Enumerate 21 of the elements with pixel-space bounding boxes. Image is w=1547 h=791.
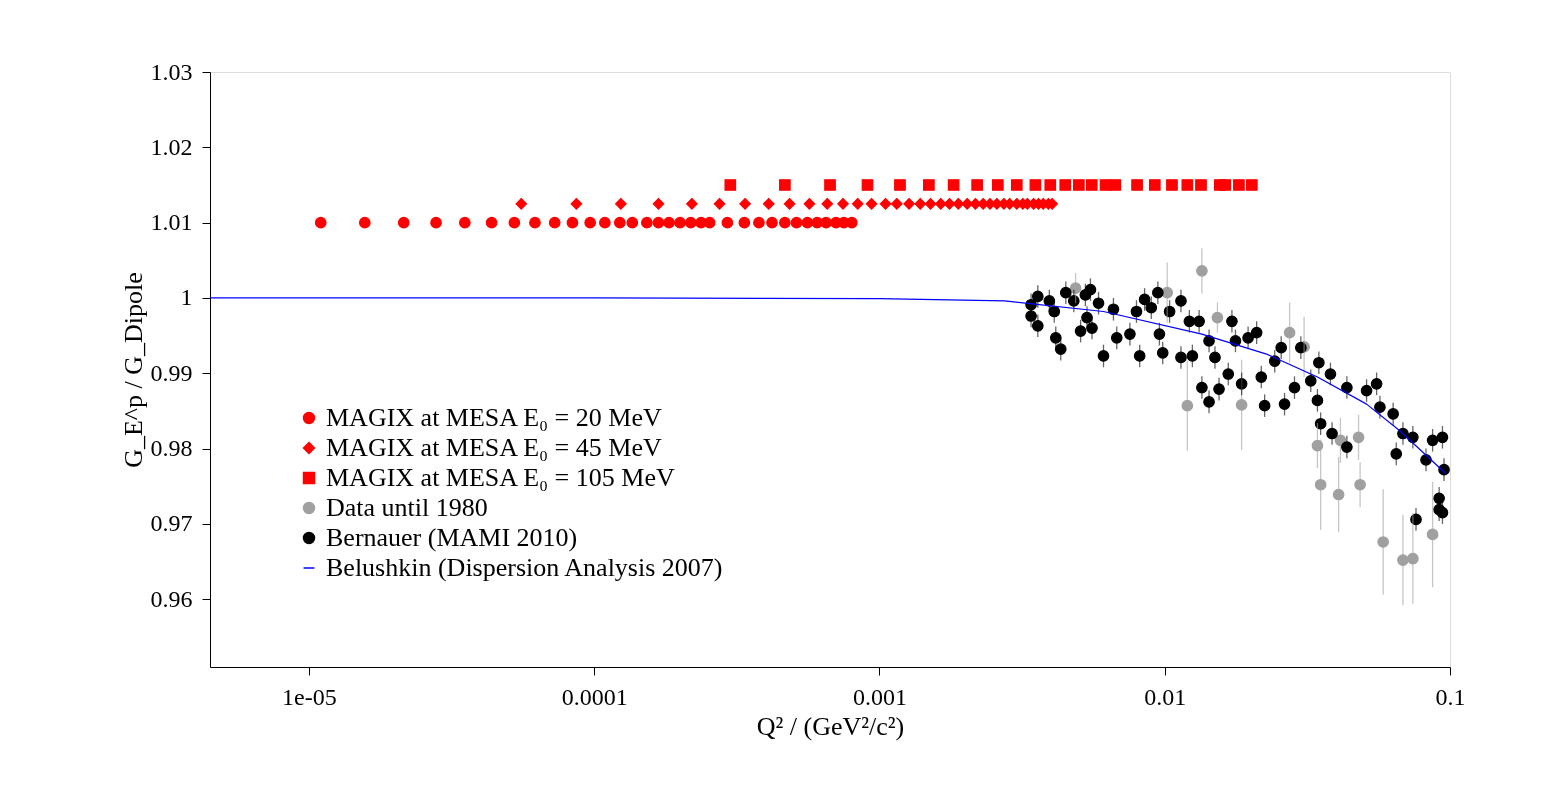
x-tick-label: 1e-05 xyxy=(282,683,337,710)
legend-label: MAGIX at MESA E₀ = 45 MeV xyxy=(326,433,662,462)
x-tick-label: 0.001 xyxy=(852,683,907,710)
x-tick-label: 0.1 xyxy=(1435,683,1466,710)
legend-label: MAGIX at MESA E₀ = 105 MeV xyxy=(326,463,675,492)
x-axis-title: Q² / (GeV²/c²) xyxy=(756,711,905,741)
legend-label: Belushkin (Dispersion Analysis 2007) xyxy=(326,553,723,582)
y-tick-label: 0.98 xyxy=(150,435,193,462)
legend-label: Data until 1980 xyxy=(326,493,488,522)
y-tick-label: 0.97 xyxy=(150,510,193,537)
y-tick-label: 0.99 xyxy=(150,359,193,386)
y-axis-title: G_E^p / G_Dipole xyxy=(118,272,148,468)
legend-label: MAGIX at MESA E₀ = 20 MeV xyxy=(326,403,662,432)
y-tick-label: 1.03 xyxy=(150,58,193,85)
y-tick-label: 1.01 xyxy=(150,209,193,236)
y-tick-label: 1 xyxy=(180,284,193,311)
y-tick-label: 1.02 xyxy=(150,133,193,160)
x-tick-label: 0.0001 xyxy=(561,683,628,710)
y-tick-label: 0.96 xyxy=(150,585,193,612)
legend-label: Bernauer (MAMI 2010) xyxy=(326,523,578,552)
x-tick-label: 0.01 xyxy=(1144,683,1187,710)
